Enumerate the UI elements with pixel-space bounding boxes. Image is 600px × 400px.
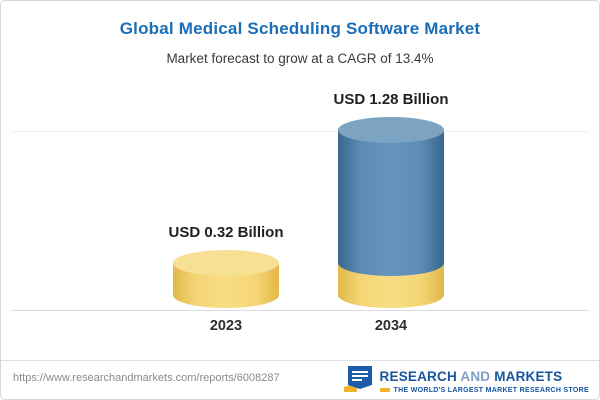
value-label-2023: USD 0.32 Billion [168,224,284,241]
brand-word-markets: MARKETS [494,369,563,385]
cylinder-bar-2034 [338,117,444,308]
x-axis-label-2023: 2023 [209,318,243,334]
brand-logo: RESEARCH AND MARKETS THE WORLD'S LARGEST… [342,364,589,399]
tagline-dash-icon [379,388,390,393]
brand-text-block: RESEARCH AND MARKETS THE WORLD'S LARGEST… [379,369,589,394]
cylinder-bar-2023 [173,250,279,308]
footer-divider [1,360,599,361]
brand-word-and: AND [460,369,491,385]
source-url: https://www.researchandmarkets.com/repor… [13,372,280,384]
gridline-max [11,131,589,132]
brand-word-research: RESEARCH [379,369,457,385]
brand-tagline: THE WORLD'S LARGEST MARKET RESEARCH STOR… [379,386,589,394]
cylinder-body [338,130,444,276]
tagline-text: THE WORLD'S LARGEST MARKET RESEARCH STOR… [393,386,589,394]
brand-name: RESEARCH AND MARKETS [380,369,563,385]
cylinder-top-ellipse [338,117,444,143]
chart-subtitle: Market forecast to grow at a CAGR of 13.… [166,51,434,66]
bar-group-2023: USD 0.32 Billion [146,224,306,308]
cylinder-top-ellipse [173,250,279,276]
bar-group-2034: USD 1.28 Billion [311,91,471,308]
x-axis-label-2034: 2034 [374,318,408,334]
chart-title: Global Medical Scheduling Software Marke… [119,19,481,38]
axis-baseline [11,310,589,311]
value-label-2034: USD 1.28 Billion [333,91,449,108]
brand-logo-mark-icon [342,364,374,399]
